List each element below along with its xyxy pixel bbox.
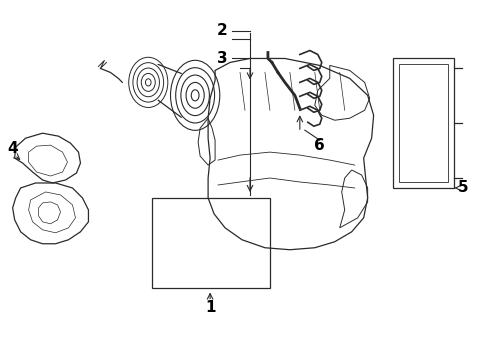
Text: 5: 5 — [458, 180, 469, 195]
Text: 4: 4 — [7, 141, 18, 156]
Text: 3: 3 — [217, 51, 227, 66]
Bar — [398, 64, 448, 182]
Text: 6: 6 — [315, 138, 325, 153]
Bar — [392, 58, 454, 188]
Bar — [152, 198, 270, 288]
Text: 1: 1 — [205, 300, 215, 315]
Text: 2: 2 — [217, 23, 227, 38]
